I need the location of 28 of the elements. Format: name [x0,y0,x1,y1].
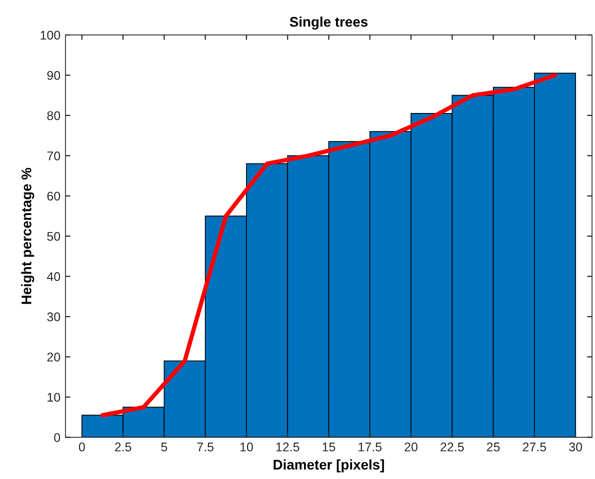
y-axis-title: Height percentage % [21,168,34,304]
line-series [100,73,558,418]
x-tick-label: 20 [404,442,418,452]
x-axis-title: Diameter [pixels] [274,459,384,472]
y-tick-label: 60 [47,192,60,201]
x-tick-label: 17.5 [358,442,382,452]
x-tick-label: 22.5 [440,442,464,452]
x-tick-label: 2.5 [114,442,132,452]
y-tick-label: 50 [47,232,60,241]
y-tick-label: 40 [46,272,60,282]
y-tick-label: 70 [47,151,60,160]
chart-title: Single trees [290,16,368,30]
x-tick-label: 15 [322,442,336,452]
y-tick-label: 80 [47,111,60,120]
x-tick-label: 5 [161,442,168,452]
x-tick-label: 12.5 [276,442,300,452]
y-tick-label: 10 [48,392,60,402]
x-tick-label: 0 [78,442,85,452]
y-tick-label: 20 [47,352,60,362]
y-tick-label: 30 [47,312,60,322]
x-tick-label: 25 [486,442,500,452]
y-tick-label: 100 [40,30,60,40]
x-tick-label: 30 [569,442,582,452]
x-tick-label: 27.5 [522,442,546,452]
x-tick-label: 7.5 [197,442,214,452]
x-tick-label: 10 [240,442,253,452]
y-tick-label: 90 [47,71,60,80]
y-tick-label: 0 [54,433,60,442]
